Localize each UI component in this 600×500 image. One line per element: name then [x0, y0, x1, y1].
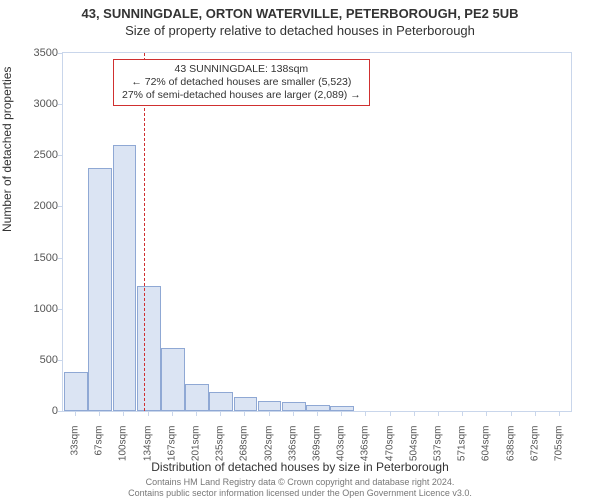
x-tick-mark: [365, 412, 366, 416]
x-tick-mark: [269, 412, 270, 416]
x-tick-mark: [220, 412, 221, 416]
x-tick-mark: [196, 412, 197, 416]
y-tick-mark: [58, 309, 62, 310]
x-tick-mark: [511, 412, 512, 416]
callout-line: ← 72% of detached houses are smaller (5,…: [122, 76, 361, 89]
callout-line: 43 SUNNINGDALE: 138sqm: [122, 63, 361, 76]
x-tick-mark: [293, 412, 294, 416]
histogram-bar: [113, 145, 137, 411]
y-tick-label: 3500: [18, 47, 58, 59]
x-tick-mark: [414, 412, 415, 416]
x-tick-mark: [317, 412, 318, 416]
x-tick-mark: [559, 412, 560, 416]
x-tick-mark: [390, 412, 391, 416]
histogram-bar: [161, 348, 185, 411]
y-tick-mark: [58, 155, 62, 156]
y-tick-label: 2500: [18, 149, 58, 161]
footer-line-1: Contains HM Land Registry data © Crown c…: [0, 477, 600, 487]
histogram-bar: [258, 401, 282, 411]
x-tick-mark: [462, 412, 463, 416]
property-marker-line: [144, 53, 145, 411]
x-tick-mark: [535, 412, 536, 416]
chart-titles: 43, SUNNINGDALE, ORTON WATERVILLE, PETER…: [0, 0, 600, 38]
histogram-bar: [282, 402, 306, 411]
footer-attribution: Contains HM Land Registry data © Crown c…: [0, 477, 600, 500]
y-tick-mark: [58, 360, 62, 361]
property-callout: 43 SUNNINGDALE: 138sqm← 72% of detached …: [113, 59, 370, 106]
x-tick-mark: [172, 412, 173, 416]
histogram-bar: [185, 384, 209, 411]
x-axis-label: Distribution of detached houses by size …: [0, 460, 600, 474]
y-tick-label: 1500: [18, 252, 58, 264]
histogram-bar: [209, 392, 233, 411]
x-tick-mark: [123, 412, 124, 416]
y-tick-mark: [58, 258, 62, 259]
y-tick-label: 1000: [18, 303, 58, 315]
histogram-bar: [234, 397, 258, 411]
y-tick-mark: [58, 104, 62, 105]
x-tick-mark: [438, 412, 439, 416]
x-tick-mark: [244, 412, 245, 416]
x-tick-mark: [341, 412, 342, 416]
title-main: 43, SUNNINGDALE, ORTON WATERVILLE, PETER…: [0, 6, 600, 21]
y-tick-label: 500: [18, 354, 58, 366]
histogram-bar: [137, 286, 161, 411]
y-tick-mark: [58, 411, 62, 412]
y-tick-label: 3000: [18, 98, 58, 110]
callout-line: 27% of semi-detached houses are larger (…: [122, 89, 361, 102]
x-tick-mark: [99, 412, 100, 416]
histogram-bar: [64, 372, 88, 411]
histogram-bar: [330, 406, 354, 411]
y-axis-label: Number of detached properties: [0, 67, 14, 232]
chart-plot-area: 43 SUNNINGDALE: 138sqm← 72% of detached …: [62, 52, 572, 412]
footer-line-2: Contains public sector information licen…: [0, 488, 600, 498]
x-tick-mark: [486, 412, 487, 416]
histogram-bar: [88, 168, 112, 411]
x-tick-mark: [75, 412, 76, 416]
y-tick-mark: [58, 206, 62, 207]
y-tick-label: 0: [18, 405, 58, 417]
histogram-bar: [306, 405, 330, 411]
title-sub: Size of property relative to detached ho…: [0, 23, 600, 38]
y-tick-label: 2000: [18, 200, 58, 212]
x-tick-mark: [148, 412, 149, 416]
y-tick-mark: [58, 53, 62, 54]
